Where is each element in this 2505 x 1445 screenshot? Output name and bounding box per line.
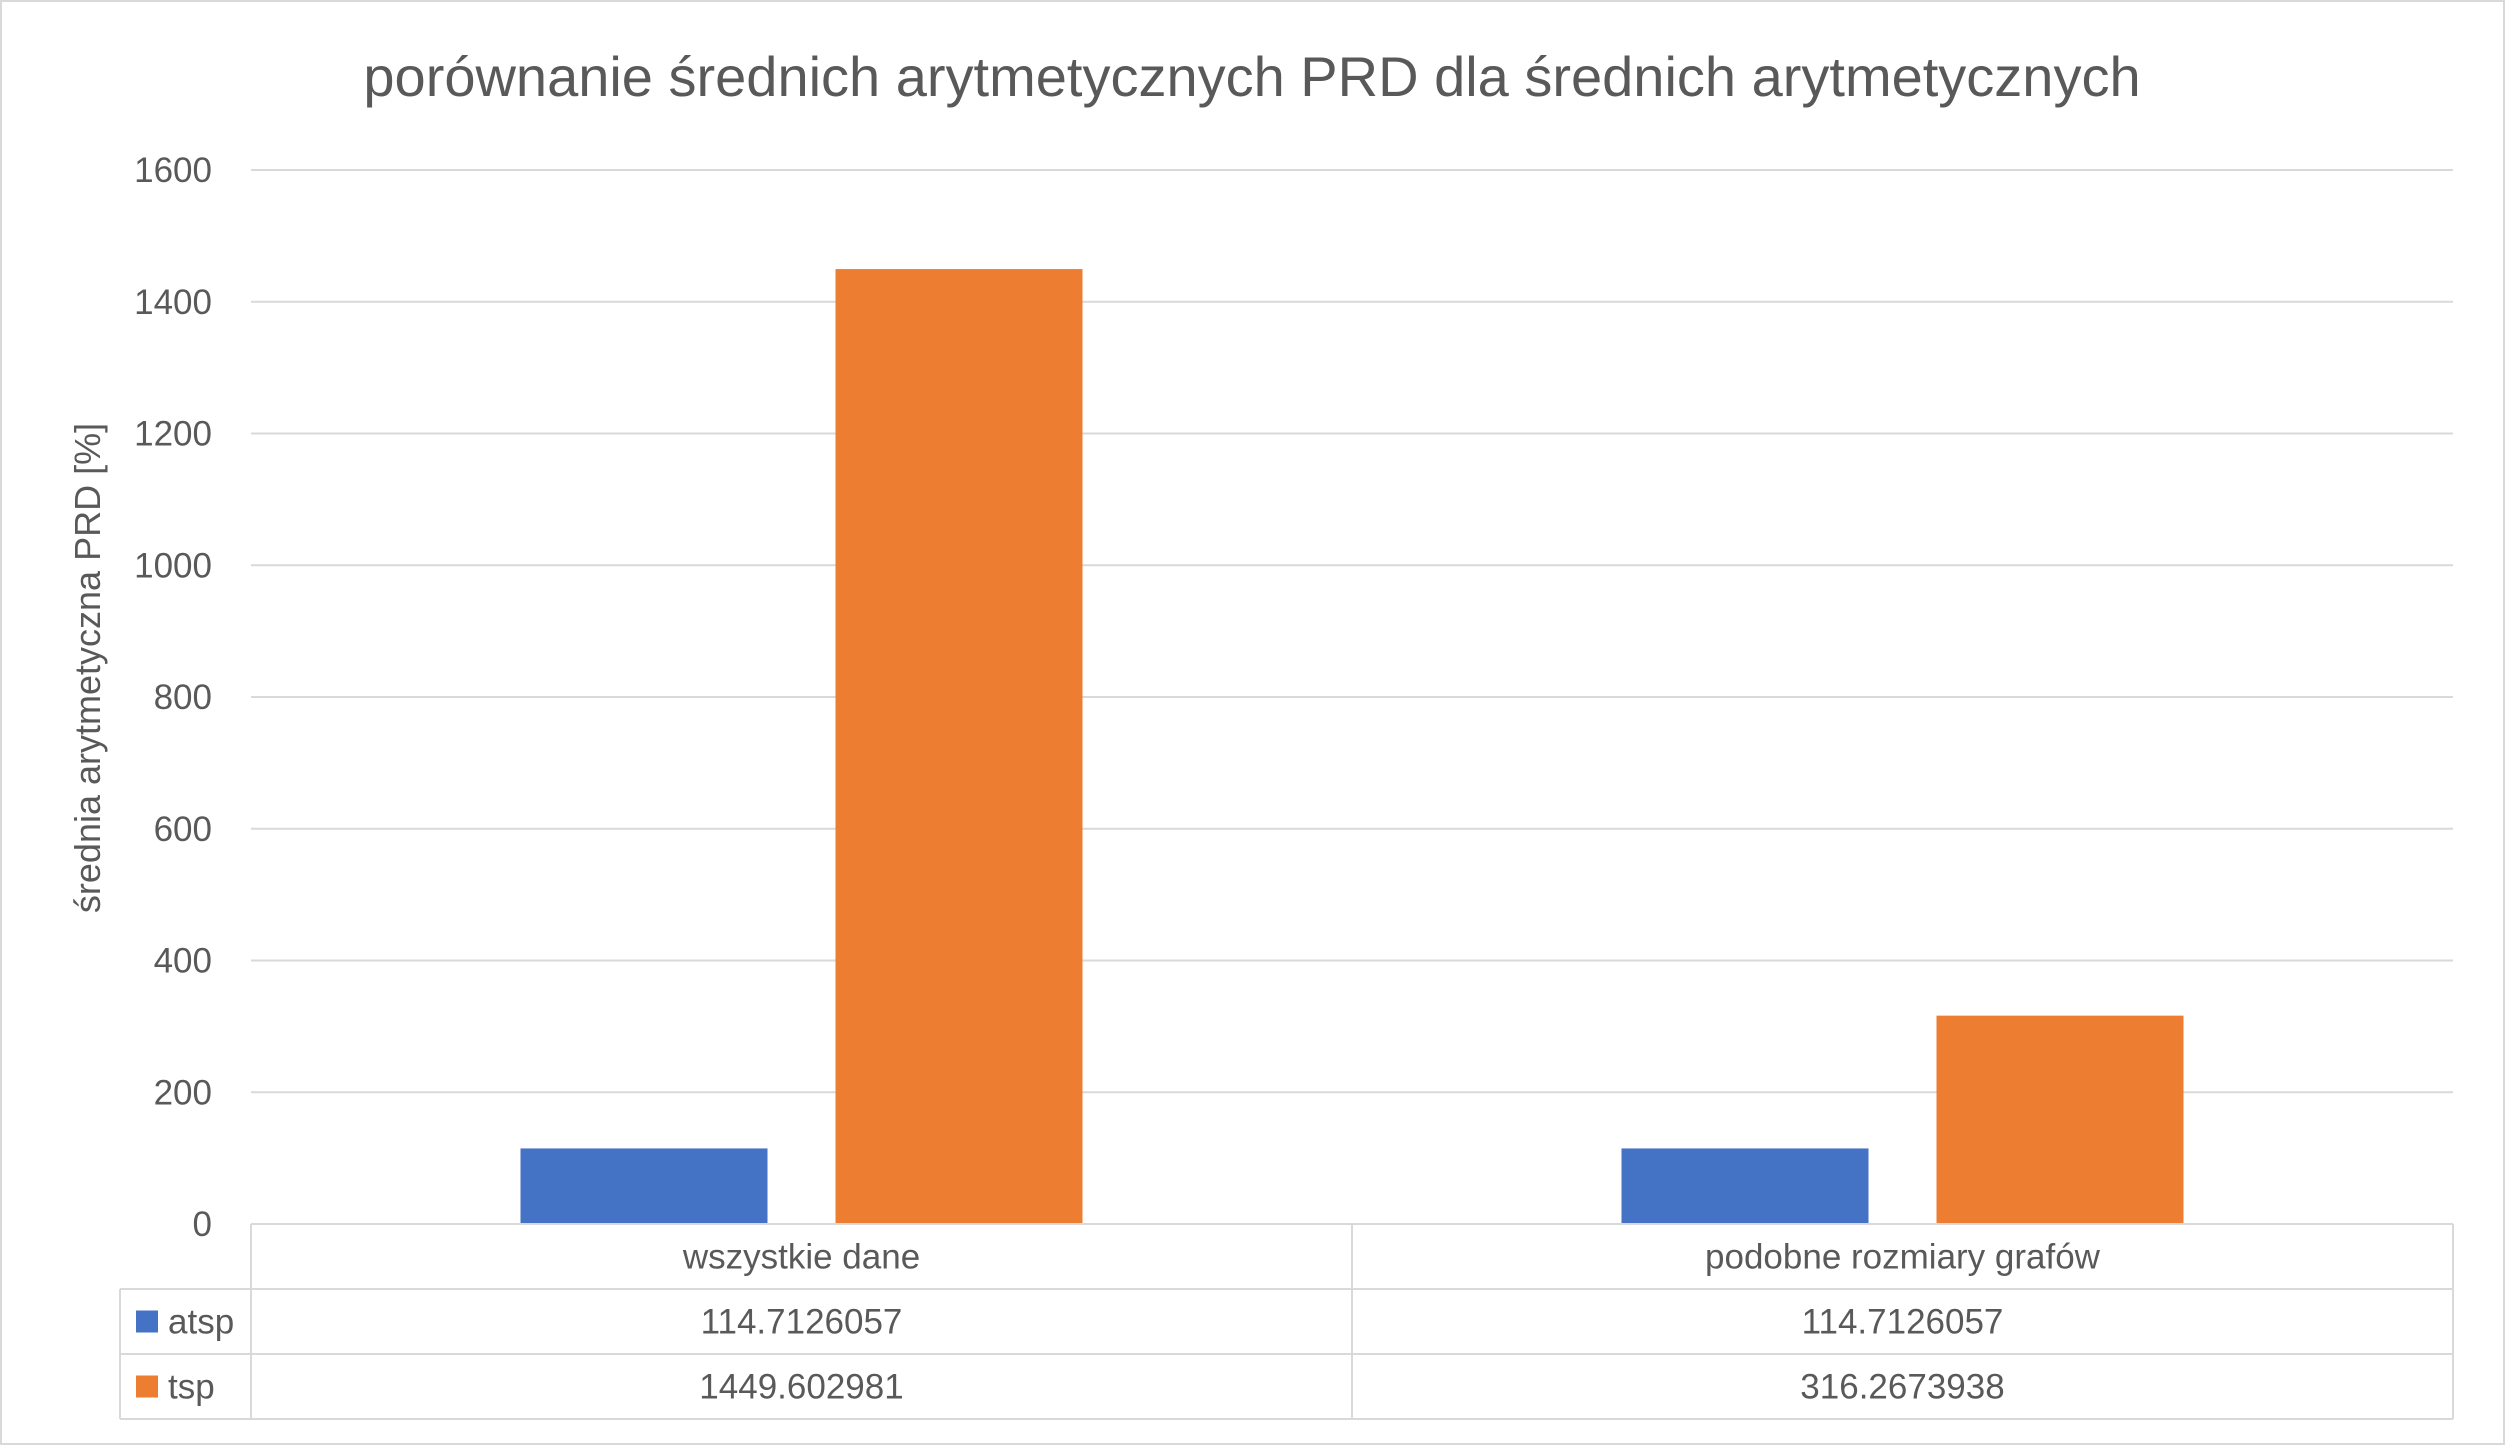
data-table: wszystkie dane podobne rozmiary grafów ats… <box>119 1223 2454 1420</box>
data-value: 114.7126057 <box>1802 1303 2004 1342</box>
y-tick-label: 1200 <box>134 415 212 454</box>
data-value: 114.7126057 <box>701 1303 903 1342</box>
category-label: wszystkie dane <box>682 1238 920 1277</box>
y-tick-label: 0 <box>193 1205 212 1244</box>
y-tick-label: 1000 <box>134 546 212 585</box>
legend-key-tsp <box>136 1375 158 1398</box>
y-axis-label: średnia arytmetyczna PRD [%] <box>67 423 108 913</box>
series-name: tsp <box>168 1368 215 1407</box>
bar-atsp-1 <box>520 1148 768 1224</box>
category-label: podobne rozmiary grafów <box>1705 1238 2101 1277</box>
bar-tsp-2 <box>1936 1015 2184 1224</box>
bar-atsp-2 <box>1621 1148 1869 1224</box>
y-axis-ticks: 0 200 400 600 800 1000 1200 1400 1600 <box>134 151 212 1244</box>
gridlines <box>251 169 2453 1094</box>
data-value: 316.2673938 <box>1800 1368 2004 1407</box>
y-tick-label: 200 <box>154 1073 212 1112</box>
legend-key-atsp <box>136 1310 158 1333</box>
y-tick-label: 800 <box>154 678 212 717</box>
data-value: 1449.602981 <box>699 1368 903 1407</box>
chart-title: porównanie średnich arytmetycznych PRD d… <box>363 45 2140 108</box>
bar-tsp-1 <box>835 269 1083 1224</box>
y-tick-label: 600 <box>154 810 212 849</box>
y-tick-label: 400 <box>154 942 212 981</box>
series-name: atsp <box>168 1303 234 1342</box>
bars <box>520 269 2184 1224</box>
y-tick-label: 1400 <box>134 283 212 322</box>
y-tick-label: 1600 <box>134 151 212 190</box>
